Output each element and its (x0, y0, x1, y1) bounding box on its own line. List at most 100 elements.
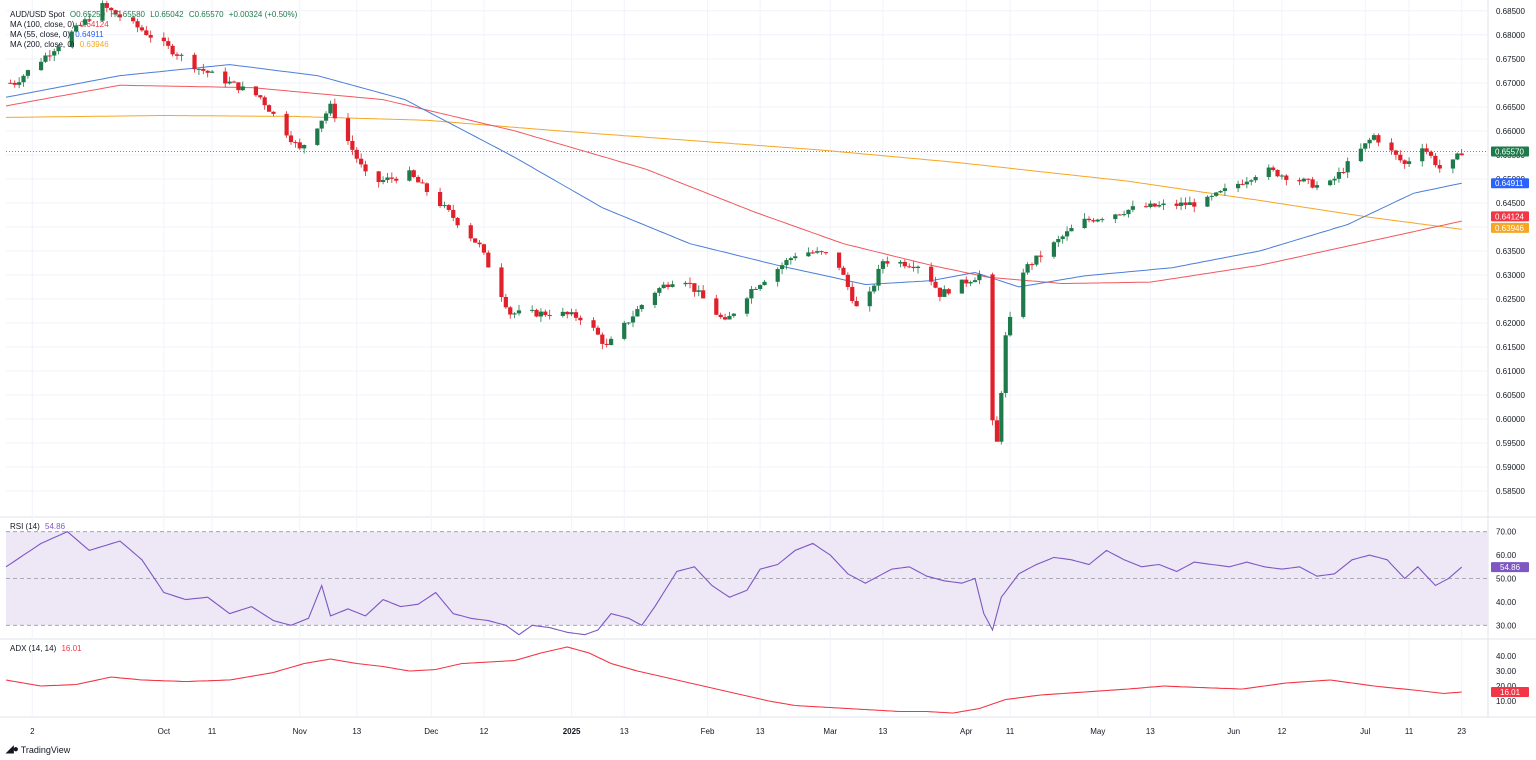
candle (999, 391, 1004, 445)
candle-body (1069, 228, 1074, 232)
candle (253, 86, 259, 97)
candle (779, 262, 785, 275)
x-tick-label: Apr (960, 727, 973, 736)
candle-body (236, 82, 241, 91)
candle-body (1187, 202, 1192, 205)
candle-body (1192, 202, 1197, 207)
candle-body (657, 288, 662, 293)
candle (315, 128, 320, 147)
ma200-legend[interactable]: MA (200, close, 0) 0.63946 (10, 40, 112, 50)
rsi-legend[interactable]: RSI (14) 54.86 (10, 522, 68, 532)
candle-body (100, 3, 105, 21)
y-tick-label: 0.59000 (1496, 463, 1525, 472)
tradingview-brand[interactable]: ◢● TradingView (6, 744, 70, 755)
candle (1420, 143, 1425, 167)
x-tick-label: Feb (701, 727, 715, 736)
candle-body (854, 301, 859, 307)
x-tick-label: 13 (878, 727, 887, 736)
candle-body (1279, 175, 1285, 177)
candle-body (749, 289, 754, 299)
candle (959, 279, 964, 294)
x-tick-label: May (1090, 727, 1105, 736)
candle-body (139, 27, 145, 31)
symbol-legend: AUD/USD Spot O0.65250 H0.65580 L0.65042 … (10, 10, 300, 20)
candle (166, 37, 171, 50)
candle-body (477, 242, 482, 245)
candle (652, 291, 658, 308)
candle-body (1174, 203, 1179, 206)
candle-body (135, 21, 140, 28)
candle-body (1336, 172, 1342, 179)
candle-body (82, 19, 88, 25)
candle (192, 52, 197, 73)
candle-body (205, 70, 210, 73)
candle-body (1051, 242, 1057, 257)
candle (376, 170, 381, 188)
candle (701, 285, 706, 299)
candle (1275, 169, 1280, 178)
candle (1249, 179, 1254, 186)
candle (665, 281, 671, 290)
x-tick-label: 13 (352, 727, 361, 736)
adx-value: 16.01 (61, 644, 82, 653)
candle (323, 111, 329, 124)
candle (1306, 178, 1311, 185)
candle-body (823, 252, 829, 254)
candle-body (78, 24, 83, 26)
candle-body (968, 282, 973, 284)
open-value: O0.65250 (69, 10, 106, 19)
ma55-legend[interactable]: MA (55, close, 0) 0.64911 (10, 30, 107, 40)
candle-body (74, 25, 79, 32)
ma100-legend[interactable]: MA (100, close, 0) 0.64124 (10, 20, 112, 30)
candle (758, 284, 763, 291)
y-tick-label: 0.68500 (1496, 7, 1525, 16)
candle-body (1121, 214, 1127, 216)
candle (288, 131, 294, 145)
candle (1183, 197, 1188, 210)
candle (722, 313, 728, 321)
candle-body (1406, 161, 1412, 164)
candle-body (1091, 220, 1096, 222)
candle-body (499, 267, 504, 297)
candle-body (389, 177, 394, 179)
candle (170, 43, 175, 57)
candle (174, 52, 180, 60)
price-tag-label: 0.64911 (1495, 179, 1524, 188)
x-tick-label: 13 (1146, 727, 1155, 736)
rsi-tick-label: 70.00 (1496, 528, 1517, 537)
candle-body (350, 140, 355, 150)
candle-body (1113, 214, 1118, 220)
candle (911, 261, 916, 272)
candle (56, 44, 61, 55)
candlesticks[interactable] (8, 0, 1464, 445)
candle-body (302, 144, 307, 149)
candle (1341, 167, 1346, 174)
candle (131, 15, 136, 24)
candle-body (911, 266, 916, 269)
candle-body (696, 290, 701, 292)
candle-body (538, 311, 544, 317)
x-tick-label: Jun (1227, 727, 1240, 736)
symbol-name[interactable]: AUD/USD Spot (10, 10, 65, 19)
candle-body (442, 205, 447, 207)
candle (486, 250, 491, 268)
candle-body (1205, 196, 1210, 207)
candle-body (508, 307, 513, 315)
candle-body (1332, 178, 1337, 181)
candle (560, 307, 565, 318)
candle-body (880, 261, 886, 269)
candle-body (293, 142, 298, 144)
y-tick-label: 0.60000 (1496, 415, 1525, 424)
candle-body (354, 149, 359, 159)
candle (1284, 174, 1289, 186)
candle (543, 309, 548, 317)
candle (784, 257, 789, 270)
candle (538, 308, 544, 323)
price-tag-box (1491, 178, 1529, 189)
candle-body (21, 75, 26, 83)
candle (696, 285, 701, 297)
candle (942, 285, 947, 297)
candle-body (1064, 231, 1070, 237)
adx-legend[interactable]: ADX (14, 14) 16.01 (10, 644, 85, 654)
